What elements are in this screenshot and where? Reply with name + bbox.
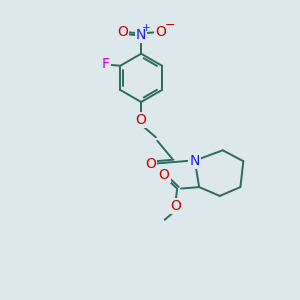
Text: O: O xyxy=(155,25,166,39)
Text: −: − xyxy=(164,19,175,32)
Text: O: O xyxy=(159,168,170,182)
Text: O: O xyxy=(146,157,156,170)
Text: N: N xyxy=(136,28,146,42)
Text: O: O xyxy=(136,113,147,127)
Text: N: N xyxy=(190,154,200,168)
Text: F: F xyxy=(102,57,110,71)
Text: O: O xyxy=(118,25,128,39)
Text: O: O xyxy=(170,199,181,213)
Text: +: + xyxy=(142,23,151,33)
